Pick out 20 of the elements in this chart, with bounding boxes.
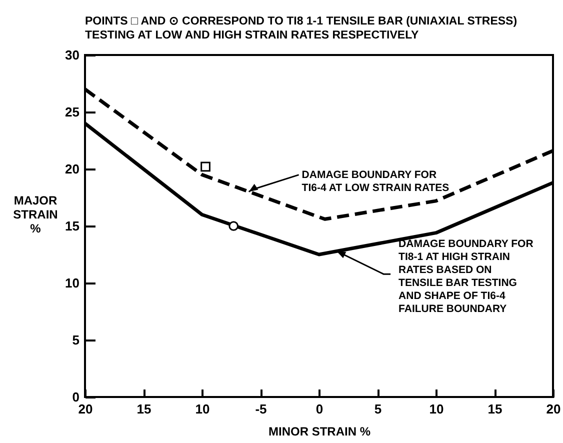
y-tick-label: 25 [65,104,80,120]
x-tick-label: 0 [316,402,324,416]
chart-title: POINTS □ AND ⊙ CORRESPOND TO TI8 1-1 TENSILE BAR (UNIAXIAL STRESS) TESTING AT LOW AND HIGH STRAIN RATES RESPECTIVELY [85,16,518,42]
y-tick-label: 5 [72,332,80,348]
x-tick-label: -5 [255,402,267,416]
x-tick-label: 5 [374,402,382,416]
y-tick-label: 0 [72,390,80,404]
y-tick-label: 20 [65,162,80,176]
y-tick-label: 30 [65,48,80,62]
y-axis-title: MAJOR STRAIN % [13,194,58,236]
x-tick-label: 20 [546,402,561,416]
x-tick-label: 15 [488,402,502,416]
x-tick-label: 10 [195,402,210,416]
y-tick-label: 15 [65,218,80,234]
annotation: DAMAGE BOUNDARY FOR TI6-4 AT LOW STRAIN RATES [302,168,450,194]
annotation: DAMAGE BOUNDARY FOR TI8-1 AT HIGH STRAIN RATES BASED ON TENSILE BAR TESTING AND SHAPE OF TI6-4 FAILURE BOUNDARY [398,238,534,316]
x-axis-title: MINOR STRAIN % [268,424,371,438]
x-tick-label: 10 [429,402,444,416]
x-tick-label: 15 [136,402,152,416]
y-tick-label: 10 [65,276,80,290]
